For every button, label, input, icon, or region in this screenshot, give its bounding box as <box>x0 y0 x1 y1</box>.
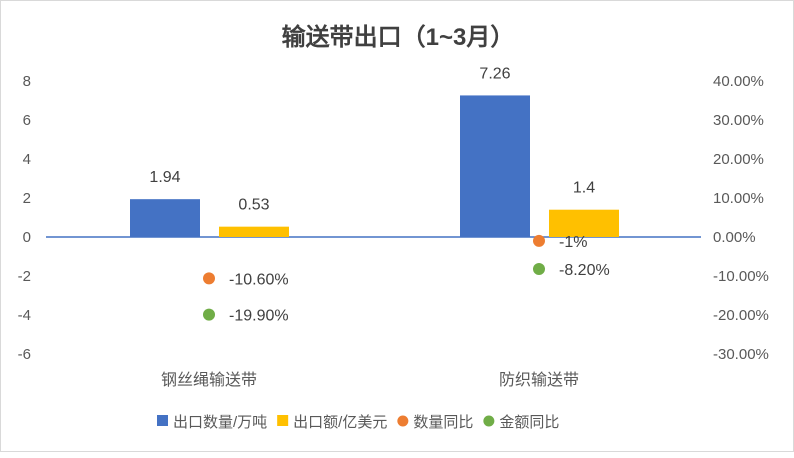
bar-export-quantity <box>460 95 530 238</box>
left-axis-tick: -2 <box>18 268 31 285</box>
legend-item: 数量同比 <box>413 414 473 431</box>
legend-swatch <box>157 415 168 426</box>
right-axis-tick: -20.00% <box>713 307 769 324</box>
bar-data-label: 1.94 <box>149 169 180 186</box>
left-axis-tick: 2 <box>23 190 31 207</box>
bar-data-label: 1.4 <box>573 180 595 197</box>
legend-swatch <box>397 415 409 427</box>
right-axis-tick: 20.00% <box>713 151 764 168</box>
legend-item: 金额同比 <box>499 414 559 431</box>
point-data-label: -19.90% <box>229 308 289 325</box>
left-axis-tick: -6 <box>18 346 31 363</box>
right-axis-tick: 10.00% <box>713 190 764 207</box>
left-axis-tick: 4 <box>23 151 31 168</box>
bar-export-quantity <box>130 199 200 237</box>
point-data-label: -8.20% <box>559 262 610 279</box>
legend-swatch <box>277 415 289 426</box>
right-axis-tick: 30.00% <box>713 112 764 129</box>
bar-data-label: 7.26 <box>479 65 510 82</box>
left-axis-tick: -4 <box>18 307 31 324</box>
scatter-point-quantity-yoy <box>533 234 545 247</box>
bar-export-value <box>219 226 289 237</box>
scatter-point-quantity-yoy <box>203 272 215 285</box>
right-axis-tick: -30.00% <box>713 346 769 363</box>
right-axis-tick: 40.00% <box>713 73 764 90</box>
left-axis-tick: 8 <box>23 73 31 90</box>
point-data-label: -10.60% <box>229 271 289 288</box>
left-axis-tick: 0 <box>23 229 31 246</box>
legend-item: 出口额/亿美元 <box>293 414 387 431</box>
bar-export-value <box>549 209 619 237</box>
legend-swatch <box>483 415 495 427</box>
scatter-point-value-yoy <box>203 308 215 321</box>
right-axis-tick: 0.00% <box>713 229 756 246</box>
legend-item: 出口数量/万吨 <box>173 414 267 431</box>
category-label: 防织输送带 <box>499 371 579 389</box>
chart-title: 输送带出口（1~3月） <box>282 23 515 51</box>
right-axis-tick: -10.00% <box>713 268 769 285</box>
left-axis-tick: 6 <box>23 112 31 129</box>
category-label: 钢丝绳输送带 <box>161 371 257 389</box>
bar-data-label: 0.53 <box>238 197 269 214</box>
scatter-point-value-yoy <box>533 262 545 275</box>
point-data-label: -1% <box>559 234 587 251</box>
